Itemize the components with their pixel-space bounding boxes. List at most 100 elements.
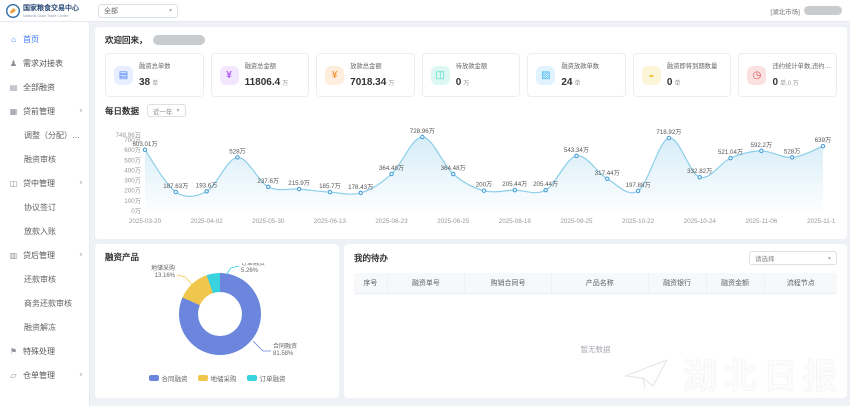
todo-filter-select[interactable]: 请选择 ▾	[749, 251, 837, 265]
wallet-icon: ◫	[430, 65, 450, 85]
products-panel-title: 融资产品	[105, 252, 140, 262]
sidebar-item-4[interactable]: 调整（分配）银行	[0, 123, 89, 147]
sidebar-item-label: 需求对接表	[23, 58, 63, 68]
data-point[interactable]	[327, 189, 333, 195]
y-axis-tick: 300万	[124, 177, 141, 185]
kpi-card-3: ◫ 待放款金额 0 万	[421, 53, 521, 97]
chevron-up-icon: ∧	[78, 108, 83, 114]
data-point-label: 215.9万	[288, 180, 310, 187]
data-point[interactable]	[512, 187, 518, 193]
sidebar-item-2[interactable]: ▤ 全部融资	[0, 75, 89, 99]
y-axis-tick: 400万	[124, 166, 141, 174]
data-point[interactable]	[450, 171, 456, 177]
chevron-down-icon: ▾	[176, 108, 180, 114]
donut-ring[interactable]	[179, 273, 261, 355]
money-icon: ¥	[219, 65, 239, 85]
kpi-card-4: ▨ 融资放款单数 24 单	[527, 53, 626, 97]
legend-item-0[interactable]: 合同融资	[148, 373, 188, 383]
date-range-value: 近一年	[153, 108, 173, 116]
data-point-label: 528万	[229, 148, 246, 155]
data-point[interactable]	[481, 188, 487, 193]
sidebar-item-10[interactable]: 还款审核	[0, 267, 89, 291]
data-point[interactable]	[820, 143, 826, 149]
sidebar-item-label: 贷后管理	[23, 250, 55, 260]
legend-item-2[interactable]: 订单融资	[246, 373, 286, 383]
y-axis-tick: 0万	[131, 207, 141, 215]
sidebar-item-3[interactable]: ▦ 贷前管理 ∧	[0, 99, 89, 123]
market-filter-select[interactable]: 全部 ▾	[98, 3, 178, 18]
kpi-value: 11806.4	[244, 76, 281, 88]
data-point-label: 528万	[784, 148, 801, 155]
legend-item-1[interactable]: 地储采购	[197, 373, 237, 383]
data-point[interactable]	[543, 187, 548, 193]
folder-icon: ▱	[10, 370, 17, 380]
kpi-unit: 单	[574, 80, 581, 87]
x-axis-tick: 2025-04-02	[191, 218, 224, 225]
sidebar-item-label: 特殊处理	[23, 346, 55, 356]
sidebar-item-13[interactable]: ⚑ 特殊处理	[0, 339, 89, 363]
todo-empty-text: 暂无数据	[580, 345, 611, 354]
daily-line-chart[interactable]: 748.96万 700万 600万 500万 400万 300万 200万 100万 0万 202…	[105, 119, 839, 235]
header-user-area[interactable]: [湖北市场]	[770, 6, 850, 16]
market-tag: [湖北市场]	[770, 8, 800, 16]
data-point-label: 521.04万	[718, 149, 743, 156]
data-point-label: 178.43万	[348, 184, 373, 191]
sidebar-item-14[interactable]: ▱ 仓单管理 ∨	[0, 363, 89, 387]
data-point[interactable]	[358, 190, 363, 196]
data-point-label: 185.7万	[319, 183, 341, 190]
sidebar-item-0[interactable]: ⌂ 首页	[0, 27, 89, 51]
data-point[interactable]	[728, 155, 733, 161]
data-point[interactable]	[574, 153, 579, 159]
chevron-up-icon: ∧	[78, 180, 83, 186]
kpi-card-6: ◷ 违约统计单数,违约金额 0 单,0 万	[738, 53, 838, 97]
sidebar-item-9[interactable]: ▥ 贷后管理 ∧	[0, 243, 89, 267]
sidebar: ⌂ 首页 ♟ 需求对接表 ▤ 全部融资 ▦ 贷前管理 ∧ 调整（分配）银行 融资审核 ◫ 贷中管理 ∧ 协议…	[0, 22, 90, 406]
data-point[interactable]	[666, 135, 672, 141]
sidebar-item-7[interactable]: 协议签订	[0, 195, 89, 219]
sidebar-item-1[interactable]: ♟ 需求对接表	[0, 51, 89, 75]
x-axis-tick: 2025-03-20	[129, 218, 162, 225]
data-point[interactable]	[266, 184, 271, 190]
todo-panel: 我的待办 请选择 ▾ 序号 融资单号 购销合同号 产品名称 融资银行 融资金额 流程节点 暂…	[344, 244, 847, 398]
sidebar-item-label: 还款审核	[24, 274, 56, 284]
x-axis-tick: 2025-09-25	[560, 218, 593, 225]
kpi-label: 违约统计单数,违约金额	[772, 62, 833, 70]
sidebar-item-5[interactable]: 融资审核	[0, 147, 89, 171]
data-point[interactable]	[235, 155, 240, 160]
hourglass-icon: ◒	[641, 65, 661, 85]
todo-title: 我的待办	[354, 253, 389, 263]
sidebar-item-6[interactable]: ◫ 贷中管理 ∧	[0, 171, 89, 195]
date-range-select[interactable]: 近一年 ▾	[147, 104, 186, 117]
chevron-down-icon: ▾	[827, 255, 831, 262]
data-point[interactable]	[420, 134, 425, 140]
data-point[interactable]	[635, 188, 641, 194]
kpi-value: 24	[561, 76, 573, 88]
data-point[interactable]	[605, 176, 610, 182]
data-point[interactable]	[204, 189, 209, 194]
data-point[interactable]	[759, 148, 764, 154]
sidebar-item-12[interactable]: 融资解冻	[0, 315, 89, 339]
sidebar-item-8[interactable]: 放款入账	[0, 219, 89, 243]
kpi-unit: 单,0 万	[780, 80, 799, 87]
daily-chart-header: 每日数据 近一年 ▾	[105, 104, 837, 117]
data-point-label: 205.44万	[533, 181, 558, 188]
svg-text:5.26%: 5.26%	[241, 268, 259, 274]
products-donut-chart[interactable]: 订单融资 5.26% 地储采购 13.16% 合同融资 81.58%	[105, 263, 329, 367]
x-axis-tick: 2025-10-24	[684, 218, 717, 225]
data-point-label: 728.96万	[410, 128, 435, 135]
financing-products-panel: 融资产品 订单融资 5.26% 地储采购 13.16% 合同融资 81.58% 合同融资地…	[95, 244, 339, 398]
data-point[interactable]	[142, 147, 148, 153]
data-point[interactable]	[789, 155, 795, 160]
x-axis-tick: 2025-08-18	[499, 218, 532, 225]
legend-label: 合同融资	[161, 376, 188, 383]
svg-text:地储采购: 地储采购	[151, 264, 175, 272]
data-point[interactable]	[296, 186, 302, 192]
data-point[interactable]	[173, 189, 179, 195]
legend-swatch	[197, 375, 208, 381]
y-axis-tick: 600万	[124, 146, 141, 154]
data-point[interactable]	[697, 174, 702, 180]
sidebar-item-11[interactable]: 商务还款审核	[0, 291, 89, 315]
data-point[interactable]	[389, 171, 394, 177]
sidebar-item-label: 贷前管理	[23, 106, 55, 116]
x-axis-tick: 2025-06-13	[314, 218, 347, 225]
